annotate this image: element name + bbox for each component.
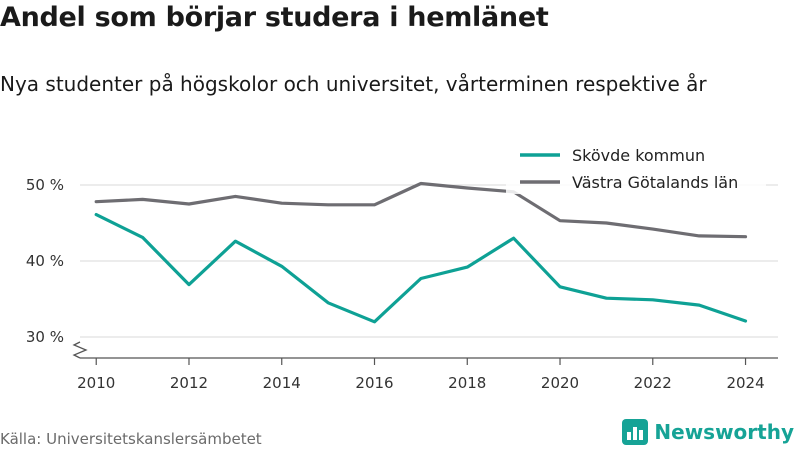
- x-tick-label: 2022: [634, 374, 672, 392]
- axis-break-mark: [72, 341, 88, 359]
- series-line-1: [94, 181, 748, 239]
- legend: Skövde kommun Västra Götalands län: [506, 143, 766, 194]
- legend-label: Skövde kommun: [572, 146, 705, 165]
- series-lines: [94, 181, 748, 324]
- x-tick-label: 2012: [170, 374, 208, 392]
- series-line-0: [94, 213, 748, 324]
- bar-chart-logo-icon: [622, 419, 649, 445]
- y-tick-label: 50 %: [26, 176, 64, 194]
- x-tick-label: 2010: [77, 374, 115, 392]
- brand-name: Newsworthy: [654, 420, 794, 444]
- brand-logo[interactable]: Newsworthy: [622, 419, 794, 445]
- x-tick-label: 2014: [263, 374, 301, 392]
- gridlines: [80, 184, 778, 338]
- chart-title: Andel som börjar studera i hemlänet: [0, 2, 549, 33]
- legend-label: Västra Götalands län: [572, 173, 738, 192]
- x-tick-label: 2020: [541, 374, 579, 392]
- x-tick-label: 2016: [355, 374, 393, 392]
- x-tick-label: 2024: [726, 374, 764, 392]
- y-tick-label: 30 %: [26, 328, 64, 346]
- chart-subtitle: Nya studenter på högskolor och universit…: [0, 72, 707, 96]
- axes: 30 % 40 % 50 % 2010 2012 2014 2016 2018 2020 2022…: [26, 176, 778, 392]
- x-tick-label: 2018: [448, 374, 486, 392]
- source-note: Källa: Universitetskanslersämbetet: [0, 430, 262, 448]
- y-tick-label: 40 %: [26, 252, 64, 270]
